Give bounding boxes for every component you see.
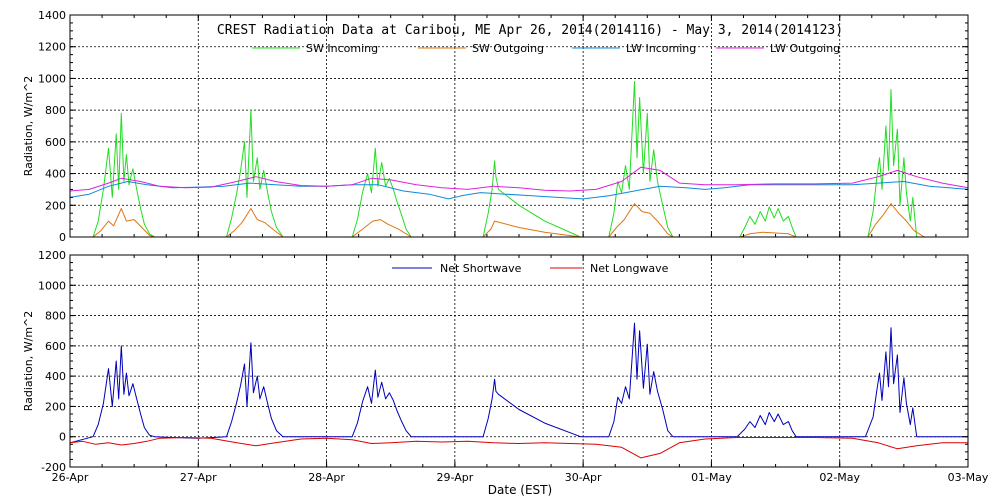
y-tick-label: 1200 (38, 41, 66, 54)
x-tick-label: 30-Apr (565, 471, 602, 484)
y-tick-label: 400 (45, 370, 66, 383)
x-tick-label: 26-Apr (52, 471, 89, 484)
y-tick-label: 400 (45, 168, 66, 181)
series-line-lw-incoming (69, 181, 969, 200)
top-panel: 0 200 400 600 800 1000 1200 1400 Radiation, W/m^… (22, 9, 969, 244)
y-axis-title: Radiation, W/m^2 (22, 311, 35, 412)
legend-label: LW Outgoing (770, 42, 840, 55)
y-axis-title: Radiation, W/m^2 (22, 76, 35, 177)
series-line-net-shortwave (69, 322, 968, 444)
y-tick-label: 200 (45, 199, 66, 212)
legend-label: Net Shortwave (440, 262, 522, 275)
legend-label: SW Incoming (306, 42, 378, 55)
y-tick-label: 1200 (38, 249, 66, 262)
y-tick-label: 600 (45, 340, 66, 353)
y-tick-label: 0 (59, 431, 66, 444)
y-tick-label: 800 (45, 104, 66, 117)
y-tick-label: 1000 (38, 279, 66, 292)
series-line-sw-outgoing (92, 203, 925, 238)
y-tick-label: 600 (45, 136, 66, 149)
legend-label: Net Longwave (590, 262, 669, 275)
x-tick-label: 29-Apr (436, 471, 473, 484)
legend-label: LW Incoming (626, 42, 696, 55)
bottom-panel: -200 0 200 400 600 800 1000 1200 26-Apr 27-Apr 28-… (22, 249, 989, 484)
chart-title: CREST Radiation Data at Caribou, ME Apr … (217, 23, 843, 38)
y-tick-label: 200 (45, 400, 66, 413)
series-line-lw-outgoing (69, 166, 969, 192)
y-tick-label: 800 (45, 310, 66, 323)
x-tick-label: 02-May (819, 471, 860, 484)
x-axis-title: Date (EST) (488, 483, 552, 497)
series-line-sw-incoming (92, 81, 925, 238)
plot-frame (69, 254, 969, 468)
x-tick-label: 27-Apr (180, 471, 217, 484)
y-tick-label: -200 (41, 461, 66, 474)
series-line-net-longwave (69, 437, 968, 459)
y-tick-label: 0 (59, 231, 66, 244)
legend-label: SW Outgoing (472, 42, 544, 55)
y-tick-label: 1000 (38, 72, 66, 85)
x-tick-label: 03-May (948, 471, 989, 484)
y-tick-label: 1400 (38, 9, 66, 22)
x-tick-label: 01-May (691, 471, 732, 484)
x-tick-label: 28-Apr (308, 471, 345, 484)
